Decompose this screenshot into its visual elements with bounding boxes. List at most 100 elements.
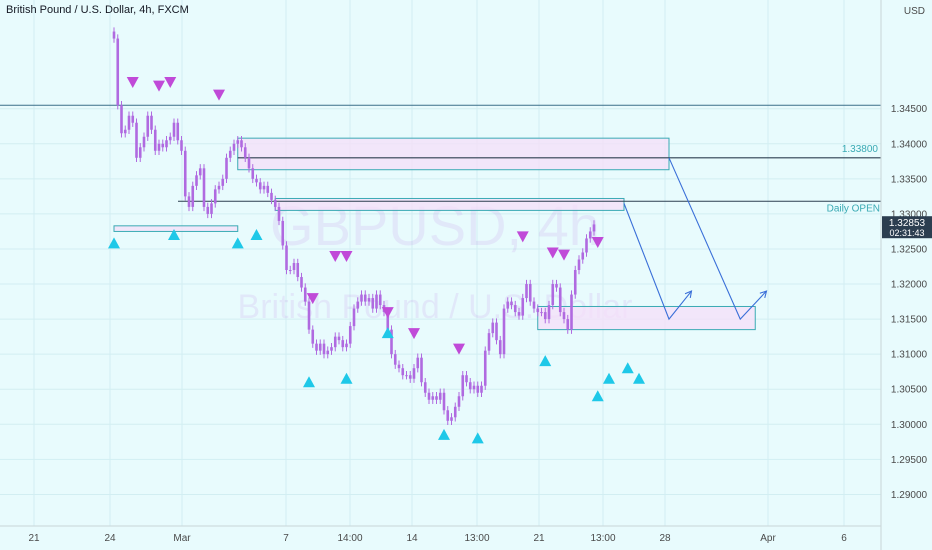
buy-signal-marker bbox=[231, 237, 244, 249]
level-label: 1.33800 bbox=[842, 144, 879, 155]
candle-body bbox=[285, 245, 288, 271]
candle-body bbox=[390, 329, 393, 355]
candle-body bbox=[273, 199, 277, 207]
buy-signal-marker bbox=[250, 228, 263, 240]
x-tick-label: 21 bbox=[533, 533, 545, 544]
candle-body bbox=[262, 185, 266, 190]
last-price-tag: 1.32853 02:31:43 bbox=[882, 216, 932, 239]
candle-body bbox=[423, 382, 427, 393]
candle-body bbox=[431, 396, 435, 400]
y-axis[interactable]: 1.34500 1.34000 1.33500 1.33000 1.32500 1.320… bbox=[891, 104, 928, 501]
candle-body bbox=[510, 301, 513, 306]
sell-signal-marker bbox=[591, 236, 604, 248]
x-tick-label: 7 bbox=[283, 533, 289, 544]
buy-signal-marker bbox=[168, 228, 180, 240]
y-tick-label: 1.33000 bbox=[891, 209, 928, 220]
buy-signal-marker bbox=[621, 362, 634, 374]
projection-arrowhead bbox=[759, 290, 768, 298]
candle-body bbox=[195, 175, 198, 186]
candle-body bbox=[243, 147, 247, 158]
candle-body bbox=[397, 364, 401, 369]
candle-body bbox=[483, 350, 487, 386]
sell-signal-marker bbox=[213, 89, 225, 101]
x-axis[interactable]: 21 24 Mar 7 14:00 14 13:00 21 13:00 28 Apr 6 bbox=[28, 533, 847, 544]
candle-body bbox=[333, 336, 337, 348]
candle-body bbox=[517, 312, 521, 316]
candle-body bbox=[543, 312, 547, 320]
candle-body bbox=[540, 312, 543, 314]
candle-body bbox=[213, 189, 217, 204]
candle-body bbox=[468, 382, 472, 390]
buy-signal-marker bbox=[591, 390, 604, 402]
y-tick-label: 1.31500 bbox=[891, 315, 928, 326]
candle-body bbox=[270, 192, 273, 200]
candle-body bbox=[300, 277, 303, 288]
candle-body bbox=[476, 385, 480, 393]
candle-body bbox=[521, 298, 525, 316]
candle-body bbox=[420, 357, 423, 383]
resistance-zone-lower bbox=[274, 197, 625, 211]
x-tick-label: 21 bbox=[28, 533, 40, 544]
candle-body bbox=[427, 392, 431, 400]
candle-body bbox=[131, 115, 135, 123]
x-tick-label: Apr bbox=[760, 533, 776, 544]
candle-body bbox=[498, 340, 502, 355]
candle-body bbox=[277, 206, 281, 221]
candle-body bbox=[592, 224, 596, 232]
sell-signal-marker bbox=[126, 77, 139, 89]
candle-body bbox=[210, 203, 213, 214]
last-price-value: 1.32853 bbox=[889, 218, 926, 229]
candle-body bbox=[375, 294, 378, 309]
resistance-zone-upper bbox=[237, 137, 670, 171]
candle-body bbox=[393, 354, 397, 365]
currency-label: USD bbox=[904, 6, 925, 17]
candle-body bbox=[555, 284, 558, 288]
candle-body bbox=[457, 396, 461, 407]
candle-body bbox=[453, 406, 457, 418]
candle-body bbox=[405, 375, 408, 377]
candle-body bbox=[581, 252, 585, 260]
buy-signal-marker bbox=[633, 372, 645, 384]
y-tick-label: 1.31000 bbox=[891, 350, 928, 361]
y-tick-label: 1.30000 bbox=[891, 420, 928, 431]
candle-body bbox=[240, 140, 243, 148]
bar-countdown: 02:31:43 bbox=[889, 228, 924, 238]
candle-body bbox=[337, 336, 341, 341]
candle-body bbox=[371, 298, 375, 309]
buy-signal-marker bbox=[438, 428, 450, 440]
candle-body bbox=[142, 136, 146, 148]
candle-body bbox=[236, 140, 240, 144]
candle-body bbox=[558, 287, 562, 313]
candle-body bbox=[138, 147, 142, 158]
x-tick-label: Mar bbox=[173, 533, 191, 544]
projection-paths bbox=[623, 157, 768, 321]
candle-body bbox=[573, 270, 577, 295]
candle-body bbox=[258, 182, 262, 190]
candle-body bbox=[191, 185, 195, 207]
candle-body bbox=[577, 259, 581, 271]
last-price-tag-box bbox=[882, 216, 932, 239]
candles bbox=[112, 27, 596, 426]
candle-body bbox=[438, 392, 442, 400]
sell-signal-marker bbox=[164, 77, 177, 89]
candle-body bbox=[266, 185, 270, 193]
candle-body bbox=[180, 140, 183, 151]
x-tick-label: 28 bbox=[659, 533, 671, 544]
sell-signal-marker bbox=[516, 231, 529, 243]
candle-body bbox=[168, 136, 172, 141]
sell-signal-marker bbox=[340, 250, 353, 262]
candle-body bbox=[401, 368, 405, 376]
candle-body bbox=[232, 143, 236, 151]
sell-signal-marker bbox=[153, 80, 165, 92]
candle-body bbox=[348, 326, 352, 344]
candle-body bbox=[536, 308, 540, 313]
candle-body bbox=[446, 410, 450, 421]
candle-body bbox=[330, 347, 333, 351]
chart-title: British Pound / U.S. Dollar, 4h, FXCM bbox=[6, 4, 189, 16]
y-tick-label: 1.29500 bbox=[891, 455, 928, 466]
candle-body bbox=[345, 343, 348, 348]
candle-body bbox=[318, 343, 322, 351]
projection-path-2 bbox=[668, 157, 767, 321]
buy-signal-marker bbox=[603, 372, 615, 384]
